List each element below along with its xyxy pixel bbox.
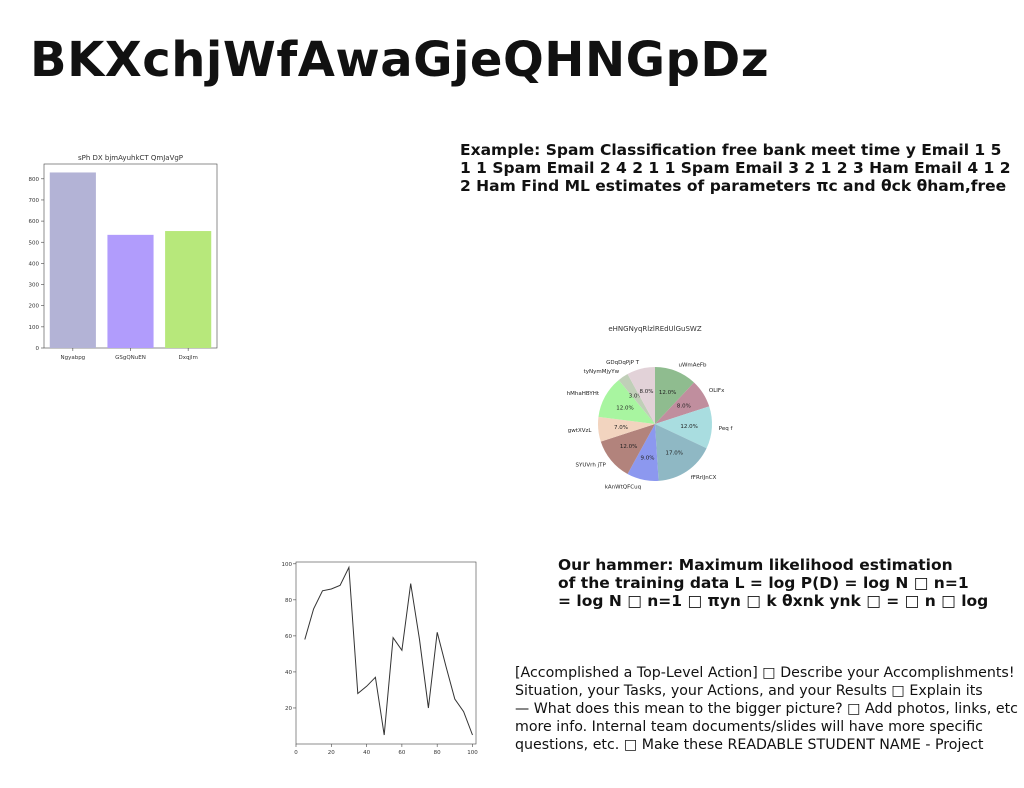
y-tick-label: 20 [285, 706, 292, 712]
pie-pct-label: 17.0% [665, 450, 682, 456]
accomplished-line: questions, etc. □ Make these READABLE ST… [515, 737, 984, 753]
bar [49, 172, 96, 348]
pie-slice [655, 367, 695, 424]
bar [165, 231, 212, 348]
pie-pct-label: 12.0% [680, 424, 697, 430]
pie-slice [627, 424, 659, 481]
pie-slice [600, 424, 655, 474]
y-tick-label: 700 [29, 198, 40, 204]
y-tick-label: 0 [36, 346, 40, 352]
accomplished-line: more info. Internal team documents/slide… [515, 719, 983, 735]
pie-slice-label: hMhaHBYHt [567, 391, 600, 397]
spam-example-line: 2 Ham Find ML estimates of parameters πc… [460, 177, 1007, 195]
pie-slice [655, 382, 710, 424]
series-line [304, 565, 473, 736]
y-tick-label: 200 [29, 304, 40, 310]
pie-slice-label: Peq f [719, 426, 734, 432]
x-tick-label: 100 [467, 750, 478, 756]
line-chart: 20 40 60 80 100 0 20 40 60 80 100 [282, 561, 478, 756]
bar-chart: sPh DX bjmAyuhkCT QmJaVgP 0 100 200 300 400 50… [29, 154, 218, 361]
pie-slice-label: kAnWtQFCuq [605, 484, 641, 490]
slide-title: BKXchjWfAwaGjeQHNGpDz [30, 32, 770, 88]
x-tick-label: GSgQNuEN [115, 355, 146, 361]
pie-slice-label: fFRrIJnCX [691, 475, 717, 481]
pie-slice-label: tyNymMjyYw [584, 369, 620, 375]
hammer-text: Our hammer: Maximum likelihood estimatio… [558, 556, 988, 610]
pie-pct-label: 7.0% [614, 425, 628, 431]
accomplished-text: [Accomplished a Top-Level Action] □ Desc… [515, 664, 1018, 754]
pie-slice [598, 416, 655, 442]
chart-title: eHNGNyqRlzlREdUlGuSWZ [608, 325, 702, 333]
spam-example-line: Example: Spam Classification free bank m… [460, 141, 1002, 159]
chart-title: sPh DX bjmAyuhkCT QmJaVgP [78, 154, 183, 162]
accomplished-line: — What does this mean to the bigger pict… [515, 701, 1018, 717]
plot-frame [295, 561, 477, 745]
pie-slice-label: GDqDqPjP T [606, 360, 640, 366]
spam-example-text: Example: Spam Classification free bank m… [460, 141, 1011, 195]
x-tick-label: 40 [363, 750, 370, 756]
x-tick-label: 80 [434, 750, 441, 756]
pie-slice-label: OLIFx [709, 388, 725, 394]
y-tick-label: 800 [29, 177, 40, 183]
pie-slice [655, 424, 707, 481]
y-tick-label: 100 [282, 562, 293, 568]
pie-slice [655, 406, 712, 449]
hammer-line: Our hammer: Maximum likelihood estimatio… [558, 556, 953, 574]
x-tick-label: 60 [398, 750, 405, 756]
y-tick-label: 100 [29, 325, 40, 331]
x-tick-label: Ngyabpg [60, 355, 85, 361]
y-tick-label: 80 [285, 598, 292, 604]
pie-pct-label: 3.0% [629, 394, 643, 400]
pie-pct-label: 12.0% [616, 406, 633, 412]
pie-slice [598, 380, 655, 424]
pie-slice-label: SYUVrh jTP [576, 463, 607, 469]
y-tick-label: 500 [29, 240, 40, 246]
pie-pct-label: 12.0% [659, 390, 676, 396]
y-tick-label: 60 [285, 634, 292, 640]
y-tick-label: 400 [29, 261, 40, 267]
accomplished-line: Situation, your Tasks, your Actions, and… [515, 683, 983, 699]
y-tick-label: 40 [285, 670, 292, 676]
pie-slice-label: gwtXVzL [568, 428, 593, 434]
pie-chart: eHNGNyqRlzlREdUlGuSWZ 12.0% uWmAeFb 8.0% OLI… [567, 325, 734, 490]
accomplished-line: [Accomplished a Top-Level Action] □ Desc… [515, 665, 1015, 681]
x-tick-label: 0 [294, 750, 298, 756]
x-tick-label: 20 [328, 750, 335, 756]
pie-pct-label: 12.0% [620, 444, 637, 450]
pie-slice-label: uWmAeFb [679, 363, 707, 369]
spam-example-line: 1 1 Spam Email 2 4 2 1 1 Spam Email 3 2 … [460, 159, 1011, 177]
hammer-line: of the training data L = log P(D) = log … [558, 574, 969, 592]
y-tick-label: 300 [29, 283, 40, 289]
pie-pct-label: 9.0% [641, 455, 655, 461]
x-tick-label: Dxqjlm [178, 355, 197, 361]
pie-pct-label: 8.0% [677, 404, 691, 410]
pie-slice [618, 374, 655, 424]
hammer-line: = log N □ n=1 □ πyn □ k θxnk ynk □ = □ n… [558, 592, 989, 610]
pie-slice [627, 367, 655, 424]
bar [107, 234, 154, 348]
y-tick-label: 600 [29, 219, 40, 225]
pie-pct-label: 8.0% [640, 389, 654, 395]
